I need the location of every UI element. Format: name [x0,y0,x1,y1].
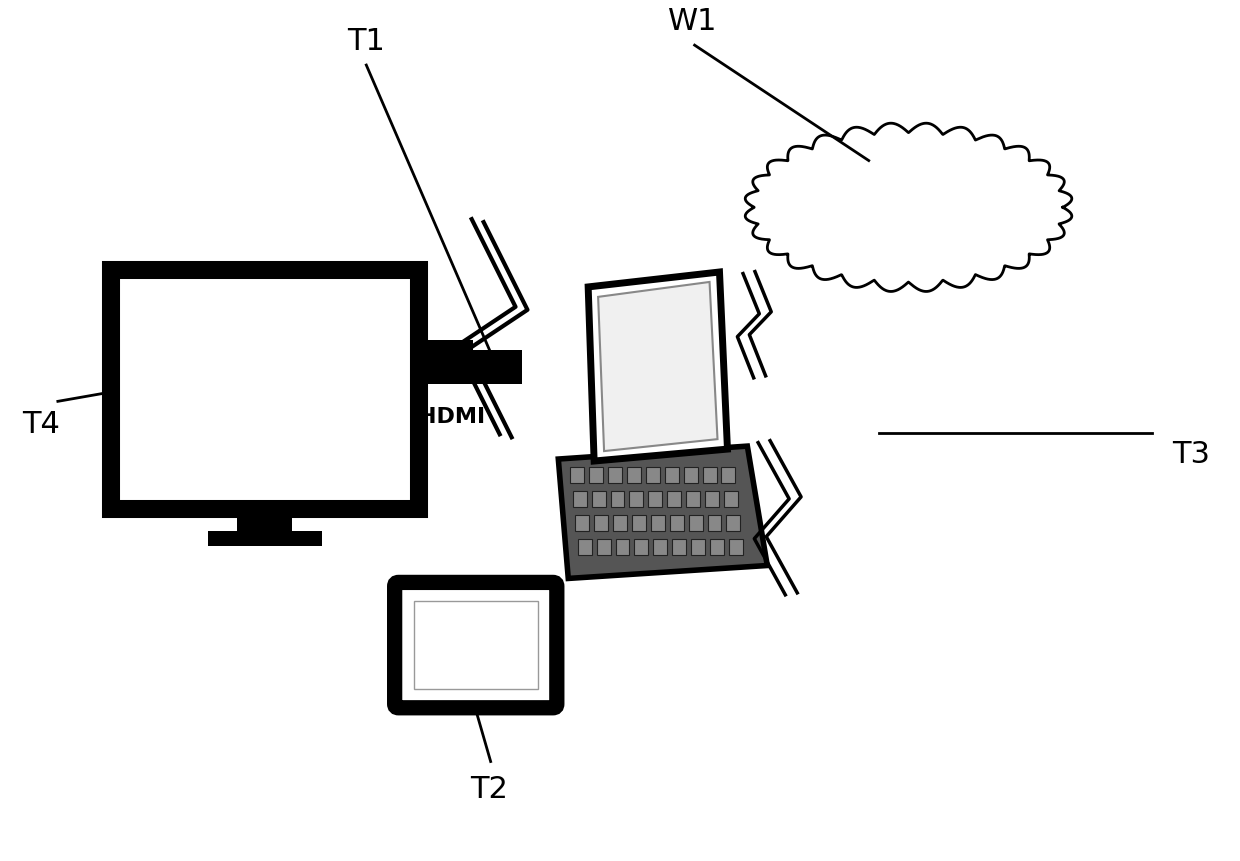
Bar [591,492,605,507]
Bar [724,492,738,507]
Polygon shape [745,124,1071,292]
Bar [672,539,686,554]
Bar [575,515,589,531]
Bar [608,468,622,483]
Bar [207,531,322,546]
Bar [691,539,706,554]
Bar [573,492,587,507]
Bar [711,539,724,554]
Bar [665,468,678,483]
Text: T3: T3 [1172,440,1210,468]
Bar [688,515,703,531]
Bar [613,515,627,531]
Bar [646,468,660,483]
Bar [413,340,472,350]
Bar [649,492,662,507]
Bar [578,539,591,554]
FancyBboxPatch shape [394,583,557,708]
Polygon shape [588,273,728,461]
Bar [630,492,644,507]
Text: T4: T4 [22,410,60,439]
Bar [589,468,603,483]
Bar [610,492,625,507]
Text: W1: W1 [668,7,718,36]
Bar [632,515,646,531]
Bar [414,602,538,689]
Bar [413,350,522,385]
Bar [670,515,683,531]
Bar [570,468,584,483]
Bar [703,468,717,483]
Bar [722,468,735,483]
Bar [651,515,665,531]
Bar [627,468,641,483]
Bar [594,515,608,531]
Bar [110,270,419,509]
Bar [729,539,743,554]
Bar [596,539,610,554]
Text: T1: T1 [347,27,386,56]
Bar [635,539,649,554]
Bar [615,539,630,554]
Polygon shape [558,447,768,579]
Bar [667,492,681,507]
Bar [683,468,698,483]
Text: HDMI: HDMI [418,407,485,427]
Bar [727,515,740,531]
Bar [653,539,667,554]
Text: T2: T2 [470,775,507,803]
Bar [706,492,719,507]
Bar [708,515,722,531]
Bar [237,509,293,531]
Bar [686,492,701,507]
Polygon shape [598,282,718,451]
